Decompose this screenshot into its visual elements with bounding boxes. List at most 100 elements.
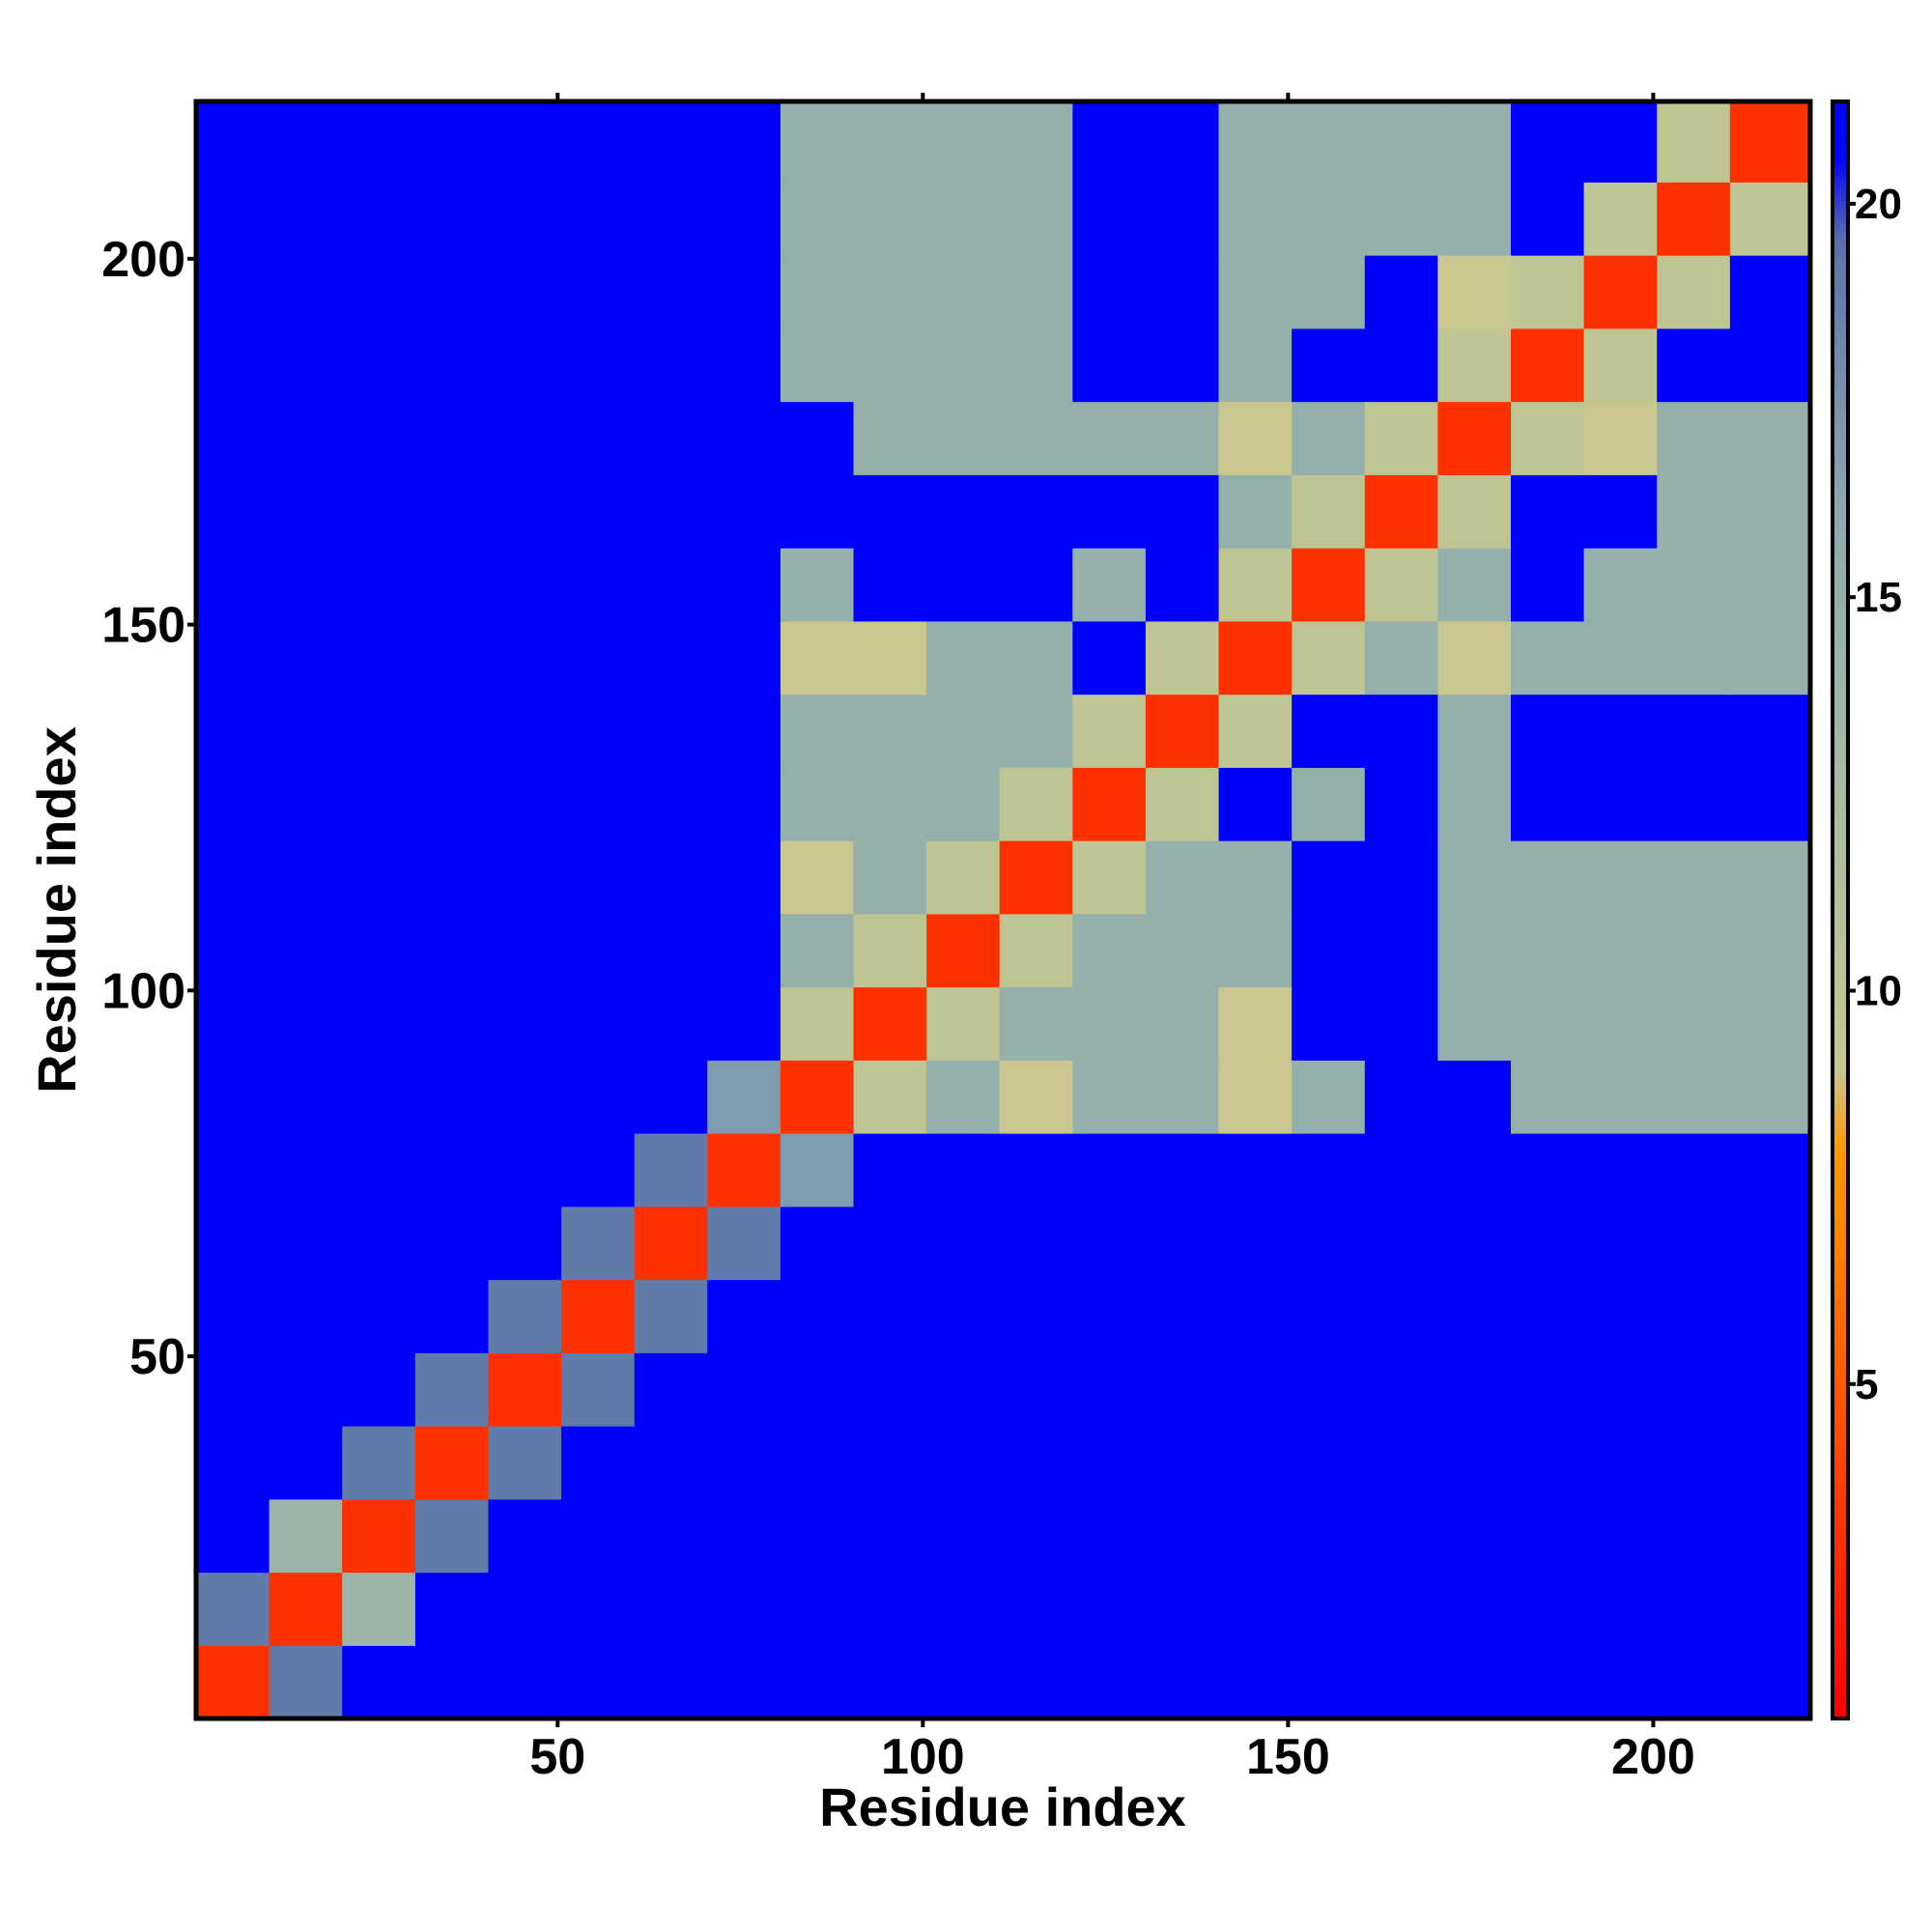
heatmap-cell — [780, 1498, 855, 1574]
heatmap-cell — [1072, 1060, 1147, 1134]
heatmap-cell — [707, 986, 781, 1061]
heatmap-cell — [1072, 327, 1147, 403]
heatmap-cell — [1729, 474, 1811, 549]
heatmap-cell — [342, 101, 416, 183]
heatmap-cell — [926, 1498, 1001, 1574]
y-axis-label: Residue index — [26, 726, 87, 1094]
heatmap-cell — [853, 986, 927, 1061]
heatmap-cell — [634, 1060, 708, 1134]
y-tick-label: 100 — [101, 963, 185, 1019]
heatmap-cell — [1510, 1352, 1585, 1427]
heatmap-cell — [1364, 255, 1438, 329]
heatmap-cell — [1364, 401, 1438, 475]
heatmap-cell — [342, 767, 416, 841]
heatmap-cell — [269, 620, 343, 696]
x-tick-label: 200 — [1611, 1729, 1695, 1785]
heatmap-cell — [780, 474, 855, 549]
heatmap-cell — [342, 1352, 416, 1427]
heatmap-cell — [196, 620, 270, 696]
heatmap-cell — [1657, 620, 1731, 696]
heatmap-cell — [1729, 327, 1811, 403]
heatmap-cell — [414, 1645, 490, 1719]
heatmap-cell — [1510, 101, 1585, 183]
heatmap-cell — [926, 401, 1001, 475]
heatmap-cell — [1072, 1206, 1147, 1281]
heatmap-cell — [561, 1572, 636, 1646]
heatmap-cell — [999, 1060, 1073, 1134]
heatmap-cell — [999, 327, 1073, 403]
colorbar-tick-label: 15 — [1855, 574, 1902, 621]
heatmap-cell — [1437, 548, 1512, 622]
heatmap-cell — [1364, 101, 1438, 183]
heatmap-cell — [1364, 327, 1438, 403]
heatmap-cell — [1218, 548, 1293, 622]
heatmap-cell — [1729, 548, 1811, 622]
heatmap-cell — [1292, 913, 1366, 988]
heatmap-cell — [926, 694, 1001, 768]
heatmap-cell — [707, 1426, 781, 1500]
heatmap-cell — [269, 182, 343, 256]
heatmap-cell — [1437, 401, 1512, 475]
heatmap-cell — [1729, 182, 1811, 256]
heatmap-cell — [1729, 986, 1811, 1061]
colorbar-tick-label: 10 — [1855, 967, 1902, 1014]
heatmap-cell — [269, 1206, 343, 1281]
heatmap-cell — [1657, 913, 1731, 988]
heatmap-cell — [999, 1352, 1073, 1427]
heatmap-cell — [1218, 620, 1293, 696]
heatmap-cell — [780, 101, 855, 183]
heatmap-cell — [1510, 1279, 1585, 1353]
heatmap-cell — [999, 1279, 1073, 1353]
heatmap-cell — [488, 1206, 562, 1281]
x-axis-label: Residue index — [819, 1776, 1186, 1837]
heatmap-cell — [269, 1572, 343, 1646]
heatmap-cell — [634, 1206, 708, 1281]
heatmap-cell — [707, 255, 781, 329]
heatmap-cell — [196, 1352, 270, 1427]
heatmap-cell — [1145, 694, 1220, 768]
heatmap-cell — [414, 474, 490, 549]
heatmap-cell — [269, 548, 343, 622]
heatmap-cell — [780, 548, 855, 622]
heatmap-cell — [780, 986, 855, 1061]
y-tick-label: 150 — [101, 598, 185, 654]
heatmap-cell — [853, 1279, 927, 1353]
heatmap-cell — [1364, 474, 1438, 549]
heatmap-cell — [853, 1206, 927, 1281]
heatmap-cell — [926, 1426, 1001, 1500]
heatmap-cell — [926, 101, 1001, 183]
heatmap-cell — [1218, 1060, 1293, 1134]
heatmap-cell — [1583, 401, 1658, 475]
heatmap-cell — [1145, 1498, 1220, 1574]
y-tick-label: 200 — [101, 232, 185, 288]
heatmap-cell — [196, 913, 270, 988]
heatmap-cell — [1729, 1352, 1811, 1427]
heatmap-cell — [1437, 182, 1512, 256]
heatmap-cell — [1657, 401, 1731, 475]
heatmap-cell — [780, 401, 855, 475]
heatmap-cell — [342, 1206, 416, 1281]
heatmap-cell — [1292, 1498, 1366, 1574]
heatmap-cell — [1583, 255, 1658, 329]
heatmap-cell — [853, 694, 927, 768]
heatmap-cell — [488, 986, 562, 1061]
heatmap-cell — [1072, 1133, 1147, 1208]
heatmap-cell — [1583, 767, 1658, 841]
heatmap-cell — [414, 101, 490, 183]
heatmap-cell — [488, 1060, 562, 1134]
heatmap-cell — [414, 694, 490, 768]
heatmap-cell — [1364, 694, 1438, 768]
heatmap-cell — [414, 1352, 490, 1427]
heatmap-cell — [269, 694, 343, 768]
heatmap-cell — [1510, 986, 1585, 1061]
heatmap-cell — [196, 101, 270, 183]
heatmap-cell — [1218, 255, 1293, 329]
heatmap-cell — [342, 1060, 416, 1134]
heatmap-cell — [1657, 1279, 1731, 1353]
heatmap-cell — [269, 1426, 343, 1500]
heatmap-cell — [707, 1279, 781, 1353]
heatmap-cell — [1510, 327, 1585, 403]
heatmap-cell — [561, 101, 636, 183]
heatmap-cell — [561, 255, 636, 329]
heatmap-cell — [1072, 1279, 1147, 1353]
